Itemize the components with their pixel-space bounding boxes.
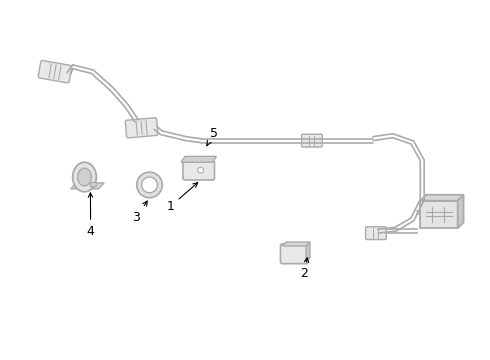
FancyBboxPatch shape bbox=[302, 134, 322, 147]
Polygon shape bbox=[181, 156, 217, 162]
Text: 3: 3 bbox=[132, 201, 147, 224]
Polygon shape bbox=[306, 242, 310, 262]
FancyBboxPatch shape bbox=[420, 201, 458, 228]
Text: 5: 5 bbox=[207, 127, 218, 146]
Circle shape bbox=[198, 167, 204, 173]
Ellipse shape bbox=[73, 162, 97, 192]
Polygon shape bbox=[458, 195, 464, 228]
FancyBboxPatch shape bbox=[183, 160, 215, 180]
FancyBboxPatch shape bbox=[125, 118, 158, 138]
FancyBboxPatch shape bbox=[38, 60, 72, 83]
Text: 1: 1 bbox=[166, 183, 197, 213]
Polygon shape bbox=[420, 195, 464, 201]
FancyBboxPatch shape bbox=[366, 227, 386, 239]
Text: 2: 2 bbox=[300, 258, 309, 280]
Ellipse shape bbox=[77, 168, 92, 186]
Text: 4: 4 bbox=[87, 193, 95, 238]
Polygon shape bbox=[71, 183, 104, 189]
Circle shape bbox=[142, 177, 157, 193]
Circle shape bbox=[137, 172, 162, 198]
FancyBboxPatch shape bbox=[91, 182, 97, 186]
Polygon shape bbox=[282, 242, 310, 246]
FancyBboxPatch shape bbox=[280, 244, 308, 264]
